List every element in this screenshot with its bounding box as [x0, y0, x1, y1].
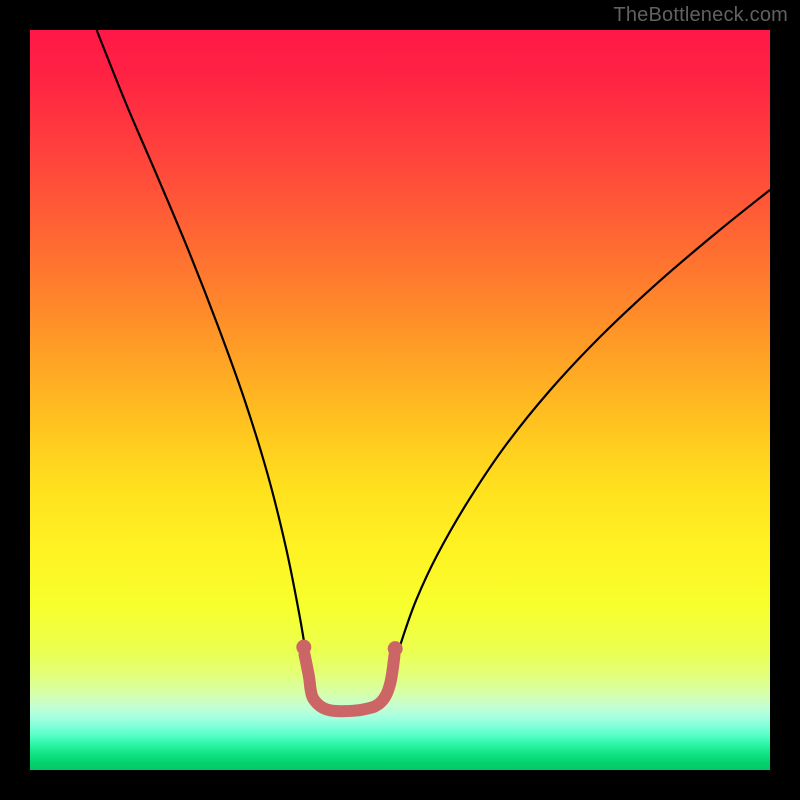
- base-stroke: [305, 655, 395, 712]
- chart-outer: TheBottleneck.com: [0, 0, 800, 800]
- curve-left-branch: [97, 30, 312, 689]
- watermark-text: TheBottleneck.com: [613, 4, 788, 27]
- end-dots: [296, 640, 402, 656]
- plot-area: [30, 30, 770, 770]
- curve-right-branch: [389, 190, 770, 689]
- curve-layer: [30, 30, 770, 770]
